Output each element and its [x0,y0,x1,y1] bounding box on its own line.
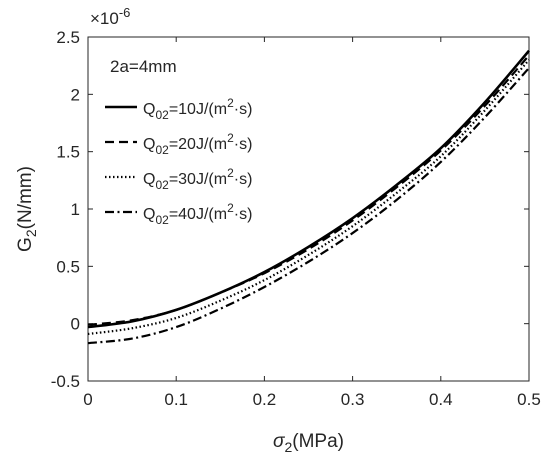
y-tick-label: 1 [71,200,80,219]
x-tick-label: 0.5 [517,390,541,409]
y-tick-label: -0.5 [51,372,80,391]
series-line-4 [87,67,530,345]
x-tick-label: 0.1 [164,390,188,409]
series-line-3 [87,59,530,336]
series-line-1 [87,49,530,329]
x-tick-label: 0.3 [341,390,365,409]
legend-entry-1: Q02=10J/(m2·s) [143,96,252,122]
y-tick-label: 0 [71,315,80,334]
annotation-text: 2a=4mm [110,57,177,76]
legend-entry-4: Q02=40J/(m2·s) [143,201,252,227]
x-tick-label: 0 [83,390,92,409]
x-tick-label: 0.4 [429,390,453,409]
legend-entry-2: Q02=20J/(m2·s) [143,131,252,157]
y-tick-label: 0.5 [56,257,80,276]
x-axis-title: σ2(MPa) [273,431,344,455]
legend-entry-3: Q02=30J/(m2·s) [143,166,252,192]
y-tick-label: 1.5 [56,143,80,162]
y-exponent-label: ×10-6 [90,5,130,28]
y-axis-title: G2(N/mm) [15,166,39,252]
y-tick-label: 2 [71,85,80,104]
y-tick-label: 2.5 [56,28,80,47]
series-line-2 [87,54,530,326]
x-tick-label: 0.2 [253,390,277,409]
